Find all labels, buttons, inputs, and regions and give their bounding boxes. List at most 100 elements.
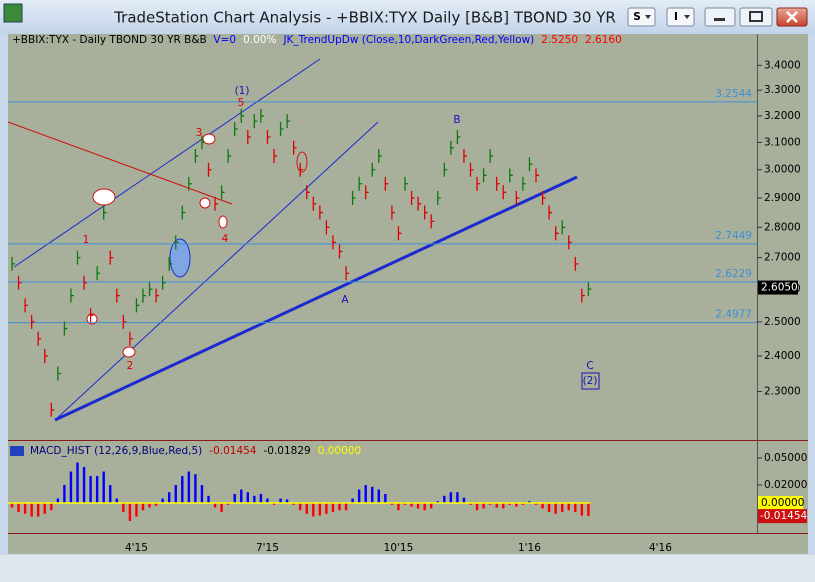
minimize-button[interactable] [704,7,736,27]
i-button[interactable]: I [666,7,695,27]
price-bar [273,148,277,163]
histogram-bar [528,501,531,504]
price-bar [312,196,317,211]
histogram-bar [37,503,40,517]
chart-area [8,34,808,554]
histogram-bar [312,503,315,517]
header-item: 0.00% [243,34,276,46]
price-bar [332,235,336,250]
histogram-bar [207,495,210,504]
x-tick-label: 4'15 [125,542,148,554]
indicator-icon [10,446,24,456]
price-bar [496,176,500,191]
histogram-bar [50,503,53,511]
price-bar [587,282,592,297]
histogram-bar [128,503,132,522]
price-bar [162,275,166,290]
histogram-bar [364,485,367,504]
price-bar [286,114,291,129]
price-bar [253,114,258,129]
histogram-bar [574,503,577,513]
histogram-bar [233,494,236,504]
s-button[interactable]: S [627,7,656,27]
histogram-bar [371,486,374,504]
header-item: 2.6160 [585,34,622,46]
histogram-bar [443,495,446,504]
price-bar [31,314,35,329]
histogram-bar [403,503,407,505]
histogram-bar [122,503,125,513]
histogram-bar [63,485,66,504]
y-tick-label: 3.2000 [764,110,801,122]
price-bar [489,148,494,163]
header-item: JK_TrendUpDw (Close,10,DarkGreen,Red,Yel… [282,34,534,46]
price-bar [227,148,232,163]
y-tick-label: 3.1000 [764,136,801,148]
price-bar [437,191,441,206]
histogram-bar [279,498,282,504]
status-bar [0,555,815,582]
histogram-bar [384,494,387,504]
histogram-bar [102,471,105,504]
wave-label: C [586,360,593,372]
histogram-bar [318,503,322,516]
last-value-box [758,509,807,524]
close-button[interactable] [776,7,808,27]
histogram-bar [305,503,308,514]
header-item: +BBIX:TYX - Daily TBOND 30 YR B&B [12,34,207,46]
price-bar [135,298,140,313]
wave-label: A [341,294,349,306]
price-bar [430,214,435,229]
maximize-button[interactable] [739,7,773,27]
histogram-bar [69,471,73,504]
price-bar [24,298,29,313]
histogram-bar [285,499,289,504]
price-bar [214,196,219,211]
price-bar [476,176,481,191]
histogram-bar [181,476,184,504]
window-title: TradeStation Chart Analysis - +BBIX:TYX … [113,9,616,27]
price-bar [358,176,363,191]
histogram-bar [495,503,498,508]
price-bar [371,162,376,177]
histogram-bar [325,503,328,514]
indicator-header: MACD_HIST (12,26,9,Blue,Red,5) -0.01454 -0… [30,445,361,457]
header-item: -0.01829 [264,445,311,457]
price-bar [319,205,323,220]
histogram-bar [534,503,538,505]
price-bar [63,321,68,336]
price-bar [220,185,225,200]
histogram-bar [502,503,505,509]
histogram-bar [23,503,27,514]
price-bar [463,148,467,163]
header-item: 2.5250 [541,34,578,46]
y-tick-label: 2.9000 [764,192,801,204]
price-bar [89,308,94,323]
histogram-bar [299,503,302,511]
histogram-bar [154,503,158,506]
price-bar [11,256,15,271]
histogram-bar [220,503,223,513]
level-label: 2.6229 [715,268,752,280]
price-bar [83,275,88,290]
histogram-bar [76,462,79,504]
histogram-bar [357,489,361,504]
level-label: 2.7449 [715,230,752,242]
price-bar [103,205,107,220]
y-tick-label: 2.5000 [764,316,801,328]
histogram-bar [56,498,60,504]
price-bar [279,122,284,137]
histogram-bar [397,503,400,511]
y-tick-label: 2.7000 [764,252,801,264]
price-bar [155,288,160,303]
price-bar [502,185,507,200]
indicator-header: +BBIX:TYX - Daily TBOND 30 YR B&B V=0 0.00… [12,34,622,46]
price-bar [515,191,520,206]
price-bar [568,235,572,250]
price-bar [397,226,402,241]
histogram-bar [168,492,171,504]
price-bar [581,288,585,303]
histogram-bar [82,467,86,504]
price-bar [96,266,101,281]
price-bar [522,176,526,191]
